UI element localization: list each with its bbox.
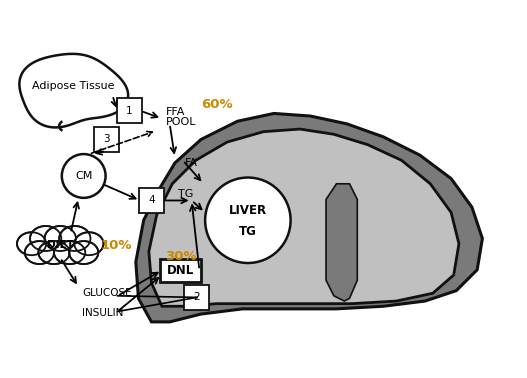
FancyBboxPatch shape [160,259,201,282]
Polygon shape [149,129,459,306]
Text: DIET: DIET [47,240,74,250]
Text: POOL: POOL [165,117,196,127]
Text: 30%: 30% [165,250,197,263]
Text: 4: 4 [148,195,155,206]
Text: FFA: FFA [165,107,185,117]
Text: Adipose Tissue: Adipose Tissue [32,81,114,91]
Text: FA: FA [186,158,198,168]
Text: TG: TG [239,225,257,238]
Ellipse shape [25,241,54,264]
Ellipse shape [45,226,76,251]
FancyBboxPatch shape [94,127,119,152]
Text: INSULIN: INSULIN [82,308,123,318]
Text: CM: CM [75,171,92,181]
Text: LIVER: LIVER [229,204,267,217]
Text: 1: 1 [126,106,132,116]
Ellipse shape [59,226,91,251]
Text: DNL: DNL [167,264,194,277]
Circle shape [205,178,290,263]
Polygon shape [136,113,482,322]
Circle shape [62,154,105,198]
Text: 3: 3 [103,135,110,144]
Ellipse shape [74,232,103,255]
Ellipse shape [38,241,70,264]
FancyBboxPatch shape [116,98,142,123]
Ellipse shape [54,241,85,264]
FancyBboxPatch shape [139,188,164,213]
Polygon shape [326,184,357,301]
Text: 2: 2 [193,293,200,302]
Text: 60%: 60% [201,98,232,111]
Text: 10%: 10% [101,239,132,252]
Text: TG: TG [178,189,193,199]
FancyBboxPatch shape [184,285,209,310]
Ellipse shape [30,226,61,251]
Text: GLUCOSE: GLUCOSE [82,288,132,298]
Polygon shape [19,54,128,127]
Ellipse shape [17,232,46,255]
Ellipse shape [69,241,99,264]
